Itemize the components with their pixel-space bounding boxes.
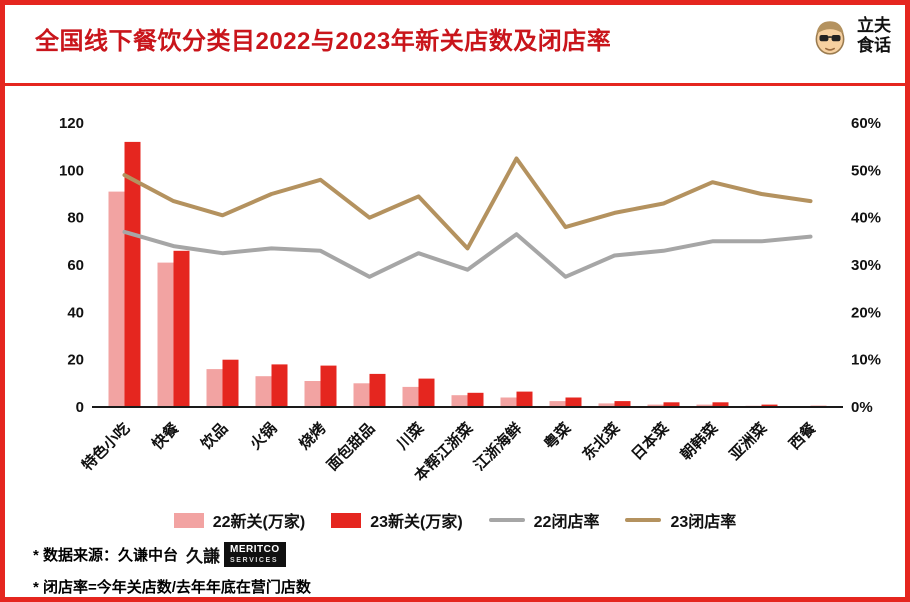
y-right-tick-label: 60% — [851, 115, 881, 132]
y-right-tick-label: 0% — [851, 399, 873, 416]
footnote-definition: * 闭店率=今年关店数/去年年底在营门店数 — [33, 579, 311, 596]
footnote-source-text: * 数据来源：久谦中台 — [33, 547, 179, 564]
x-category-label: 朝韩菜 — [677, 419, 722, 464]
bar-22新关(万家) — [157, 262, 174, 407]
meritco-logo-cn: 久謙 — [186, 547, 221, 566]
bar-23新关(万家) — [614, 401, 631, 407]
bar-22新关(万家) — [696, 404, 713, 407]
y-right-tick-label: 50% — [851, 162, 881, 179]
x-category-label: 特色小吃 — [78, 419, 133, 474]
bar-23新关(万家) — [516, 391, 533, 407]
footnotes: * 数据来源：久谦中台 久謙 MERITCO SERVICES * 闭店率=今年… — [33, 542, 311, 597]
y-right-tick-label: 10% — [851, 352, 881, 369]
bar-22新关(万家) — [500, 397, 517, 407]
bar-22新关(万家) — [549, 401, 566, 407]
bar-22新关(万家) — [353, 383, 370, 407]
bar-23新关(万家) — [124, 141, 141, 407]
header-rule — [5, 83, 905, 86]
bar-23新关(万家) — [712, 402, 729, 407]
bar-23新关(万家) — [271, 364, 288, 407]
x-category-label: 西餐 — [785, 418, 820, 453]
bar-22新关(万家) — [451, 395, 468, 407]
x-category-label: 亚洲菜 — [726, 419, 771, 464]
x-category-label: 快餐 — [148, 418, 183, 453]
bar-23新关(万家) — [369, 373, 386, 407]
legend-swatch-bar-2022 — [173, 512, 204, 528]
line-22闭店率 — [122, 229, 813, 279]
legend-item-22-closure-rate: 22闭店率 — [488, 508, 600, 532]
bar-22新关(万家) — [206, 369, 223, 407]
y-right-tick-label: 30% — [851, 257, 881, 274]
y-left-tick-label: 60 — [67, 257, 84, 274]
logo-face-icon — [815, 21, 845, 55]
bar-22新关(万家) — [108, 191, 125, 407]
x-category-label: 日本菜 — [628, 419, 673, 464]
legend-swatch-line-2022 — [488, 518, 525, 522]
legend-item-22-new-closures: 22新关(万家) — [173, 508, 306, 532]
x-category-label: 火锅 — [246, 419, 280, 453]
x-category-label: 粤菜 — [540, 419, 574, 453]
y-left-tick-label: 40 — [67, 304, 84, 321]
y-left-tick-label: 100 — [59, 162, 84, 179]
meritco-logo-line1: MERITCO — [230, 544, 280, 555]
y-left-tick-label: 80 — [67, 210, 84, 227]
bar-23新关(万家) — [761, 404, 778, 407]
legend-label: 22新关(万家) — [212, 514, 306, 531]
page-title: 全国线下餐饮分类目2022与2023年新关店数及闭店率 — [35, 28, 612, 55]
logo-text: 立夫 食话 — [857, 16, 891, 56]
legend-label: 23闭店率 — [670, 514, 737, 531]
x-category-label: 饮品 — [197, 419, 232, 454]
line-23闭店率 — [122, 156, 813, 251]
bar-23新关(万家) — [320, 365, 337, 407]
bar-23新关(万家) — [222, 359, 239, 407]
brand-logo: 立夫 食话 — [809, 15, 891, 57]
y-left-tick-label: 20 — [67, 352, 84, 369]
legend-label: 22闭店率 — [533, 514, 600, 531]
meritco-logo-line2: SERVICES — [230, 557, 279, 564]
legend-item-23-new-closures: 23新关(万家) — [331, 508, 463, 532]
bar-23新关(万家) — [418, 378, 435, 407]
x-category-label: 面包甜品 — [323, 419, 378, 474]
bar-22新关(万家) — [255, 376, 272, 407]
y-left-tick-label: 120 — [59, 115, 84, 132]
meritco-logo-box: MERITCO SERVICES — [224, 542, 286, 567]
legend-swatch-line-2023 — [625, 518, 662, 522]
bar-22新关(万家) — [402, 386, 419, 407]
bar-23新关(万家) — [663, 402, 680, 407]
logo-text-line2: 食话 — [857, 36, 891, 55]
footnote-source: * 数据来源：久谦中台 久謙 MERITCO SERVICES — [33, 542, 311, 567]
x-category-label: 烧烤 — [295, 419, 329, 453]
meritco-logo: 久謙 MERITCO SERVICES — [186, 542, 286, 567]
chart-svg: 0 20 40 60 80 100 120 0% 10% 20% 30% 40% 50% 60% 特色小吃快… — [59, 115, 881, 485]
logo-text-line1: 立夫 — [857, 16, 891, 35]
legend-label: 23新关(万家) — [370, 514, 463, 531]
bar-22新关(万家) — [647, 404, 664, 407]
bar-22新关(万家) — [598, 403, 615, 407]
y-right-tick-label: 40% — [851, 210, 881, 227]
x-category-label: 川菜 — [393, 419, 428, 454]
x-category-label: 东北菜 — [579, 419, 624, 464]
chart-legend: 22新关(万家) 23新关(万家) 22闭店率 23闭店率 — [5, 508, 905, 532]
x-category-label: 江浙海鲜 — [470, 419, 525, 474]
legend-item-23-closure-rate: 23闭店率 — [625, 508, 736, 532]
bar-22新关(万家) — [304, 381, 321, 407]
bar-23新关(万家) — [173, 250, 190, 407]
y-right-tick-label: 20% — [851, 304, 881, 321]
legend-swatch-bar-2023 — [331, 512, 362, 528]
bar-23新关(万家) — [467, 392, 484, 407]
bar-23新关(万家) — [565, 397, 582, 407]
y-left-tick-label: 0 — [76, 399, 84, 416]
